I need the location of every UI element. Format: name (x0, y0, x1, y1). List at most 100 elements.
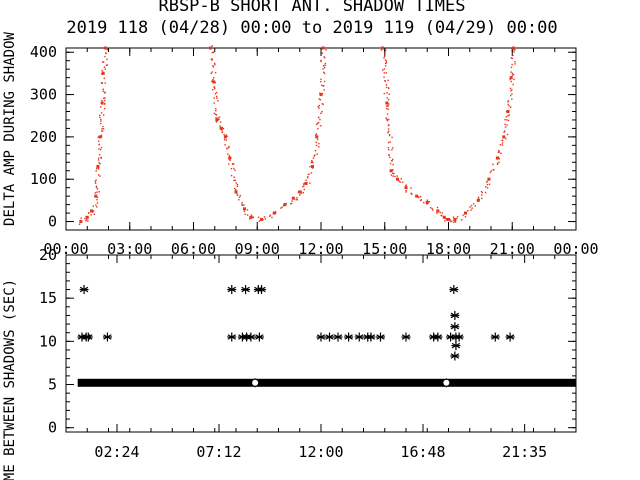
asterisk-marker (366, 332, 376, 342)
data-point (223, 135, 227, 139)
scatter-dot (317, 121, 320, 124)
scatter-dot (105, 64, 108, 67)
data-point (396, 177, 399, 181)
scatter-dot (388, 134, 391, 136)
scatter-dot (272, 212, 275, 214)
scatter-dot (100, 147, 103, 149)
scatter-dot (398, 180, 400, 182)
scatter-dot (388, 93, 391, 95)
asterisk-marker (450, 310, 460, 320)
scatter-dot (321, 84, 323, 87)
data-point (243, 207, 246, 211)
asterisk-marker (401, 332, 411, 342)
scatter-dot (222, 127, 225, 130)
scatter-dot (100, 157, 103, 159)
scatter-dot (485, 186, 487, 188)
scatter-dot (391, 136, 393, 139)
scatter-dot (96, 202, 99, 204)
asterisk-marker (454, 332, 464, 342)
scatter-dot (260, 219, 262, 221)
shadow-event-series (380, 46, 516, 223)
y-tick-label: 400 (30, 43, 57, 61)
scatter-dot (405, 189, 407, 192)
scatter-dot (317, 146, 320, 148)
y-tick-label: 15 (39, 289, 57, 307)
scatter-dot (225, 139, 228, 141)
scatter-dot (211, 80, 213, 83)
scatter-dot (384, 49, 387, 51)
scatter-dot (399, 181, 401, 183)
data-point (228, 156, 232, 160)
scatter-dot (509, 78, 511, 81)
scatter-dot (101, 99, 103, 102)
scatter-dot (387, 131, 389, 134)
data-point (509, 76, 513, 80)
scatter-dot (317, 128, 319, 130)
scatter-dot (91, 209, 93, 212)
scatter-dot (283, 203, 286, 205)
scatter-dot (215, 114, 218, 116)
scatter-dot (211, 71, 213, 73)
scatter-dot (387, 79, 389, 82)
scatter-dot (213, 102, 215, 104)
data-point (415, 194, 419, 198)
shadow-interval-panel: 0 5 10 15 20 02:24 07:12 12:00 16:48 21:35 TIME BE… (2, 246, 577, 480)
data-point (215, 118, 219, 122)
scatter-dot (496, 163, 499, 165)
scatter-dot (477, 198, 480, 200)
scatter-dot (98, 161, 100, 164)
highlight-marker (252, 379, 259, 386)
scatter-dot (227, 153, 229, 155)
scatter-dot (244, 213, 246, 216)
scatter-dot (503, 136, 506, 138)
scatter-dot (100, 118, 102, 121)
scatter-dot (384, 62, 387, 65)
data-point (476, 198, 480, 202)
scatter-dot (501, 144, 504, 146)
scatter-dot (264, 218, 267, 220)
scatter-dot (389, 156, 391, 159)
scatter-dot (315, 141, 318, 144)
scatter-dot (321, 110, 323, 113)
scatter-dot (212, 78, 214, 81)
scatter-dot (470, 209, 472, 211)
scatter-dot (385, 61, 388, 64)
scatter-dot (489, 178, 491, 180)
scatter-dot (513, 51, 515, 53)
scatter-dot (385, 72, 387, 74)
scatter-dot (506, 124, 508, 126)
scatter-dot (212, 51, 215, 53)
scatter-dot (506, 119, 508, 121)
asterisk-marker (433, 332, 443, 342)
x-tick-label: 21:00 (490, 240, 535, 258)
data-point (436, 209, 440, 213)
scatter-dot (506, 133, 509, 136)
scatter-dot (223, 133, 225, 136)
scatter-dot (236, 183, 239, 186)
scatter-dot (307, 176, 309, 178)
asterisk-marker (102, 332, 112, 342)
scatter-dot (100, 156, 102, 159)
scatter-dot (321, 92, 324, 95)
scatter-dot (514, 61, 516, 63)
asterisk-marker (333, 332, 343, 342)
scatter-dot (219, 125, 221, 127)
scatter-dot (314, 149, 317, 152)
scatter-dot (221, 131, 224, 133)
scatter-dot (102, 88, 104, 90)
scatter-dot (100, 106, 102, 108)
scatter-dot (241, 202, 243, 204)
scatter-dot (323, 72, 326, 75)
scatter-dot (501, 139, 504, 142)
scatter-dot (447, 219, 449, 221)
scatter-dot (320, 59, 322, 62)
scatter-dot (477, 196, 480, 199)
scatter-dot (320, 112, 322, 115)
scatter-dot (228, 163, 230, 165)
scatter-dot (100, 81, 103, 84)
scatter-dot (436, 206, 439, 209)
scatter-dot (385, 107, 388, 110)
scatter-dot (317, 105, 319, 108)
scatter-dot (387, 108, 389, 111)
scatter-dot (410, 192, 412, 195)
